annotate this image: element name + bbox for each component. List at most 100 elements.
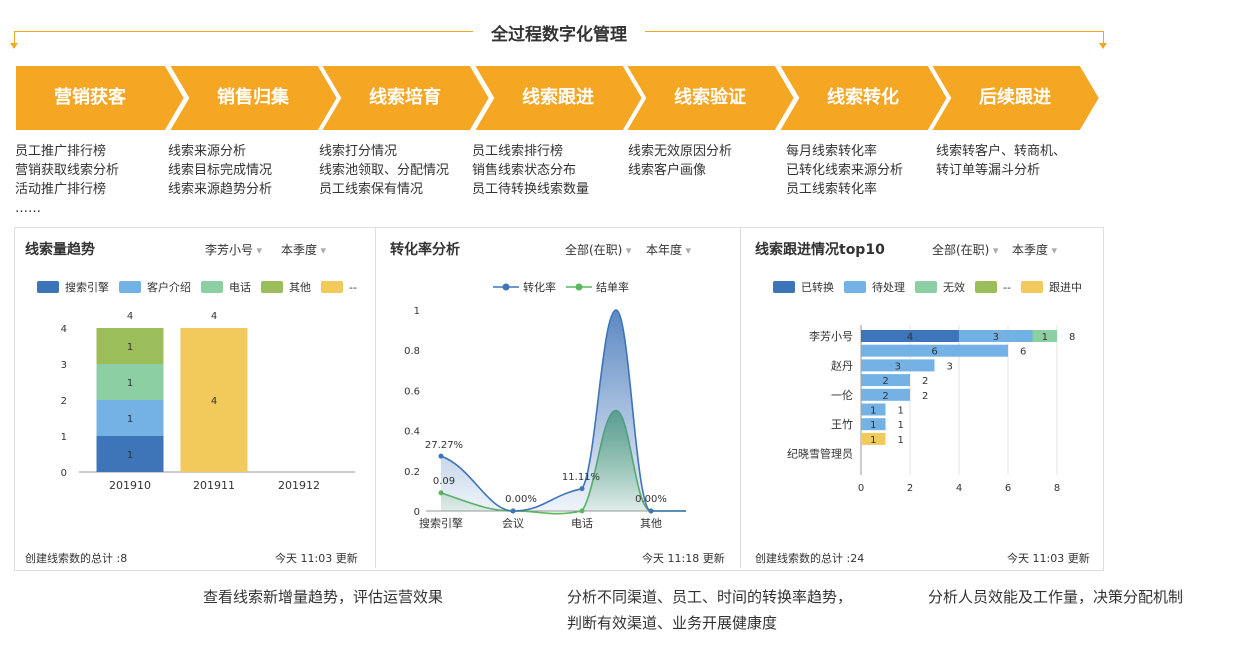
- x-tick-label: 8: [1054, 483, 1060, 494]
- legend-item[interactable]: 搜索引擎: [37, 279, 109, 295]
- data-label: 0.09: [433, 476, 455, 487]
- bar-segment[interactable]: [96, 400, 164, 436]
- desc-line: 员工推广排行榜: [15, 144, 107, 159]
- x-tick-label: 搜索引擎: [419, 516, 463, 530]
- desc-line: 线索目标完成情况: [168, 163, 273, 178]
- desc-line: 员工线索转化率: [786, 182, 878, 197]
- stage-desc-3: 线索打分情况 线索池领取、分配情况 员工线索保有情况: [319, 142, 449, 199]
- desc-line: 员工线索保有情况: [319, 182, 424, 197]
- legend-label: 其他: [289, 281, 311, 294]
- y-tick-label: 李芳小号: [809, 329, 853, 343]
- bar-total-label: 1: [898, 435, 904, 446]
- bar-total-label: 8: [1069, 332, 1075, 343]
- desc-line: 转订单等漏斗分析: [936, 163, 1041, 178]
- conversion-period-filter-dropdown[interactable]: 本年度: [646, 241, 691, 258]
- legend-item[interactable]: 结单率: [566, 279, 629, 295]
- legend-label: 搜索引擎: [65, 281, 109, 294]
- bar-segment[interactable]: [861, 388, 910, 401]
- desc-line: 线索客户画像: [628, 163, 707, 178]
- bar-segment-label: 1: [870, 420, 876, 431]
- legend-line-marker-icon: [566, 283, 592, 291]
- stage-label-5: 线索验证: [674, 87, 746, 108]
- desc-line: 销售线索状态分布: [472, 163, 577, 178]
- data-point[interactable]: [648, 508, 654, 514]
- series-area: [441, 310, 686, 511]
- stage-chevron: [926, 64, 1104, 132]
- bar-segment[interactable]: [959, 330, 1033, 342]
- bar-segment[interactable]: [861, 418, 886, 431]
- legend-item[interactable]: 无效: [915, 279, 965, 295]
- x-tick-label: 2: [907, 483, 913, 494]
- x-tick-label: 电话: [571, 517, 593, 530]
- desc-line: 营销获取线索分析: [15, 163, 120, 178]
- stage-desc-2: 线索来源分析 线索目标完成情况 线索来源趋势分析: [168, 142, 272, 199]
- caption-line: 分析不同渠道、员工、时间的转换率趋势，: [567, 588, 853, 606]
- bar-segment[interactable]: [180, 328, 248, 472]
- bar-segment[interactable]: [861, 374, 910, 387]
- bar-segment[interactable]: [861, 432, 886, 445]
- conversion-staff-filter-dropdown[interactable]: 全部(在职): [565, 241, 631, 258]
- legend-item[interactable]: 电话: [201, 279, 251, 295]
- bar-segment-label: 1: [127, 342, 133, 353]
- followup-legend: 已转换 待处理 无效 -- 跟进中: [773, 279, 1092, 295]
- bar-total-label: 3: [947, 361, 953, 372]
- legend-item[interactable]: 其他: [261, 279, 311, 295]
- bar-segment[interactable]: [1032, 330, 1058, 342]
- legend-label: 待处理: [872, 281, 905, 294]
- legend-item[interactable]: --: [975, 281, 1011, 294]
- legend-item[interactable]: 客户介绍: [119, 279, 191, 295]
- legend-swatch: [119, 281, 141, 293]
- stage-chevron: [621, 64, 799, 132]
- trend-period-filter-dropdown[interactable]: 本季度: [281, 241, 326, 258]
- conversion-legend: 转化率 结单率: [493, 279, 639, 295]
- legend-swatch: [915, 281, 937, 293]
- followup-period-filter-dropdown[interactable]: 本季度: [1012, 241, 1057, 258]
- y-tick-label: 0.8: [404, 346, 420, 357]
- dashboard-panels: [14, 227, 1104, 571]
- stage-desc-7: 线索转客户、转商机、 转订单等漏斗分析: [936, 142, 1066, 180]
- bar-total-label: 1: [898, 406, 904, 417]
- bar-total-label: 4: [127, 311, 133, 322]
- bar-segment[interactable]: [96, 364, 164, 400]
- legend-swatch: [201, 281, 223, 293]
- legend-label: 转化率: [523, 281, 556, 294]
- bar-segment[interactable]: [96, 328, 164, 364]
- conversion-line-chart: 0 0.2 0.4 0.6 0.8 1 搜索引擎 会议 电话 其他 27.27% 0.00% 11.11…: [404, 306, 686, 530]
- bar-segment[interactable]: [861, 403, 886, 416]
- legend-item[interactable]: 已转换: [773, 279, 834, 295]
- legend-line-marker-icon: [493, 283, 519, 291]
- series-line: [440, 309, 686, 512]
- legend-item[interactable]: --: [321, 281, 357, 294]
- bar-segment-label: 2: [882, 376, 888, 387]
- y-tick-label: 纪晓雪管理员: [787, 447, 853, 461]
- bar-segment-label: 1: [127, 414, 133, 425]
- y-tick-label: 0: [61, 468, 67, 479]
- bar-segment[interactable]: [861, 344, 1008, 357]
- legend-item[interactable]: 转化率: [493, 279, 556, 295]
- caption-trend: 查看线索新增量趋势，评估运营效果: [203, 588, 444, 606]
- data-point[interactable]: [510, 508, 516, 514]
- data-label: 11.11%: [562, 472, 600, 483]
- data-label: 0.00%: [635, 494, 667, 505]
- legend-item[interactable]: 待处理: [844, 279, 905, 295]
- legend-label: 跟进中: [1048, 281, 1082, 294]
- legend-item[interactable]: 跟进中: [1020, 279, 1082, 295]
- data-point[interactable]: [438, 453, 444, 459]
- data-point[interactable]: [579, 486, 585, 492]
- conversion-updated: 今天 11:18 更新: [642, 552, 725, 565]
- followup-staff-filter-dropdown[interactable]: 全部(在职): [932, 241, 998, 258]
- bar-segment-label: 1: [1042, 332, 1048, 343]
- bar-segment-label: 3: [895, 361, 901, 372]
- bar-segment[interactable]: [861, 359, 935, 372]
- desc-line: 每月线索转化率: [786, 144, 878, 159]
- bar-total-label: 2: [922, 376, 928, 387]
- bar-segment[interactable]: [861, 330, 959, 342]
- desc-line: ……: [15, 201, 41, 216]
- desc-line: 线索转客户、转商机、: [936, 144, 1067, 159]
- y-tick-label: 2: [61, 396, 67, 407]
- trend-user-filter-dropdown[interactable]: 李芳小号: [205, 241, 262, 258]
- bar-segment-label: 1: [127, 378, 133, 389]
- data-label: 27.27%: [425, 440, 463, 451]
- bar-segment[interactable]: [96, 436, 164, 472]
